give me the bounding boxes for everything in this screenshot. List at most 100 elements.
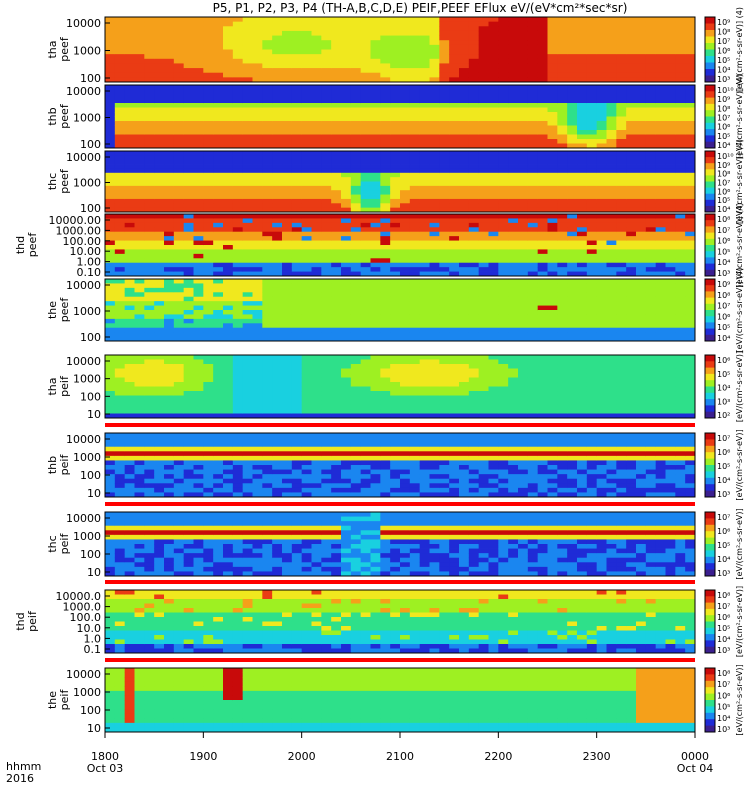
spectrogram-cell (291, 35, 303, 41)
spectrogram-cell (105, 386, 116, 392)
spectrogram-cell (616, 222, 627, 228)
spectrogram-cell (213, 17, 224, 23)
spectrogram-cell (341, 155, 352, 161)
spectrogram-cell (154, 409, 165, 414)
spectrogram-cell (154, 85, 165, 90)
spectrogram-cell (419, 292, 430, 298)
spectrogram-cell (252, 54, 263, 60)
spectrogram-cell (350, 323, 362, 329)
spectrogram-cell (203, 296, 214, 302)
spectrogram-cell (183, 283, 194, 289)
spectrogram-cell (596, 168, 607, 174)
spectrogram-cell (213, 377, 224, 383)
spectrogram-cell (144, 267, 155, 272)
spectrogram-cell (527, 292, 539, 298)
spectrogram-cell (557, 21, 568, 27)
spectrogram-cell (291, 207, 303, 213)
spectrogram-cell (645, 164, 657, 169)
spectrogram-cell (419, 203, 430, 209)
spectrogram-cell (134, 181, 145, 187)
spectrogram-cell (518, 245, 529, 250)
spectrogram-cell (380, 386, 391, 392)
spectrogram-cell (291, 271, 303, 277)
spectrogram-cell (223, 112, 234, 117)
spectrogram-cell (616, 151, 627, 156)
spectrogram-cell (478, 130, 489, 135)
spectrogram-cell (341, 40, 352, 46)
spectrogram-cell (341, 332, 352, 337)
spectrogram-cell (272, 35, 283, 41)
spectrogram-cell (419, 279, 430, 284)
spectrogram-cell (439, 130, 450, 135)
spectrogram-cell (173, 168, 185, 174)
spectrogram-cell (419, 267, 430, 272)
colorbar-segment (705, 288, 715, 292)
spectrogram-cell (675, 218, 686, 224)
spectrogram-cell (301, 155, 312, 161)
spectrogram-cell (164, 400, 175, 405)
spectrogram-cell (223, 382, 234, 387)
spectrogram-cell (321, 63, 332, 69)
spectrogram-cell (557, 283, 568, 289)
spectrogram-cell (655, 332, 666, 337)
spectrogram-cell (311, 377, 322, 383)
spectrogram-cell (409, 305, 421, 311)
spectrogram-cell (154, 249, 165, 255)
spectrogram-cell (282, 236, 293, 241)
spectrogram-cell (577, 283, 588, 289)
spectrogram-cell (301, 218, 312, 224)
spectrogram-cell (105, 58, 116, 64)
spectrogram-cell (547, 44, 558, 50)
spectrogram-cell (213, 94, 224, 99)
spectrogram-cell (557, 112, 568, 117)
spectrogram-cell (518, 143, 529, 149)
spectrogram-cell (213, 404, 224, 410)
spectrogram-cell (557, 121, 568, 126)
spectrogram-cell (282, 218, 293, 224)
spectrogram-cell (262, 107, 273, 113)
spectrogram-cell (537, 72, 548, 78)
spectrogram-cell (557, 258, 568, 264)
spectrogram-cell (124, 17, 135, 23)
spectrogram-cell (468, 395, 480, 401)
spectrogram-cell (468, 404, 480, 410)
spectrogram-cell (429, 404, 440, 410)
spectrogram-cell (518, 155, 529, 161)
spectrogram-cell (311, 409, 322, 414)
spectrogram-cell (429, 271, 440, 277)
spectrogram-cell (311, 63, 322, 69)
spectrogram-cell (301, 98, 312, 104)
spectrogram-cell (370, 292, 381, 298)
spectrogram-cell (350, 359, 362, 365)
spectrogram-cell (518, 125, 529, 131)
spectrogram-cell (173, 151, 185, 156)
spectrogram-cell (331, 262, 342, 268)
spectrogram-cell (134, 58, 145, 64)
spectrogram-cell (527, 155, 539, 161)
spectrogram-cell (124, 181, 135, 187)
spectrogram-cell (291, 267, 303, 272)
spectrogram-cell (370, 359, 381, 365)
spectrogram-cell (527, 218, 539, 224)
spectrogram-cell (203, 72, 214, 78)
spectrogram-cell (577, 287, 588, 293)
spectrogram-cell (321, 332, 332, 337)
spectrogram-cell (193, 391, 204, 396)
spectrogram-cell (291, 364, 303, 369)
spectrogram-cell (183, 336, 194, 342)
spectrogram-cell (124, 332, 135, 337)
spectrogram-cell (518, 355, 529, 360)
spectrogram-cell (478, 395, 489, 401)
spectrogram-cell (675, 327, 686, 333)
spectrogram-cell (380, 323, 391, 329)
spectrogram-cell (321, 107, 332, 113)
spectrogram-cell (301, 159, 312, 165)
spectrogram-cell (567, 172, 578, 178)
spectrogram-cell (105, 116, 116, 122)
spectrogram-cell (380, 151, 391, 156)
spectrogram-cell (518, 130, 529, 135)
spectrogram-cell (626, 327, 637, 333)
spectrogram-cell (518, 231, 529, 237)
spectrogram-cell (301, 332, 312, 337)
spectrogram-cell (331, 271, 342, 277)
